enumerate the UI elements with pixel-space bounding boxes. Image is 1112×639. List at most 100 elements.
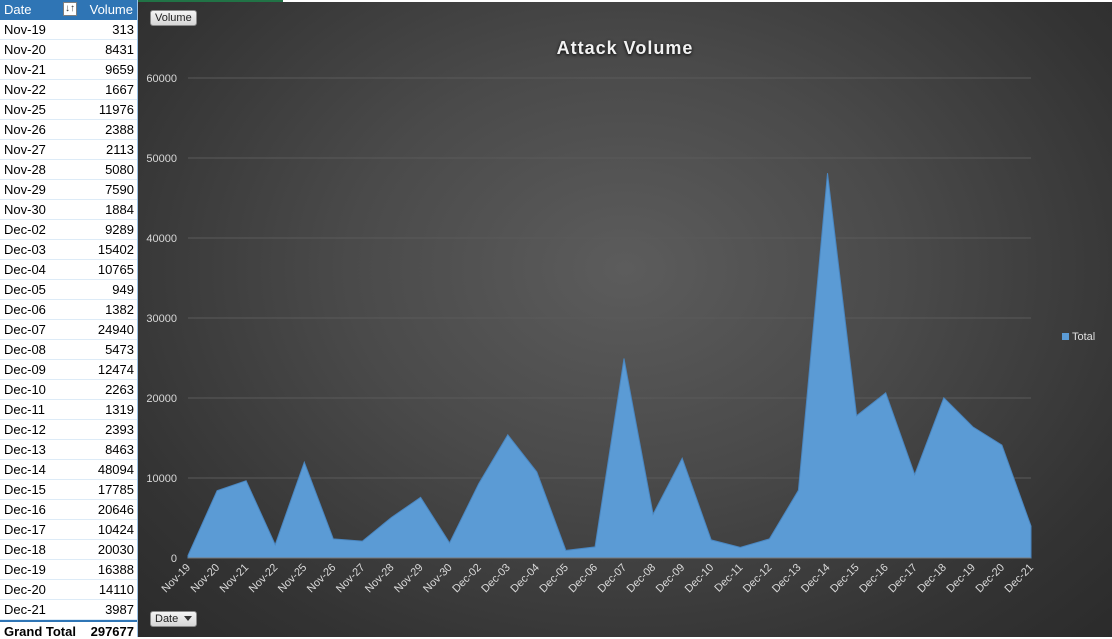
table-row[interactable]: Nov-25 11976 bbox=[0, 100, 137, 120]
row-volume: 14110 bbox=[98, 582, 134, 597]
table-row[interactable]: Dec-14 48094 bbox=[0, 460, 137, 480]
data-point[interactable] bbox=[680, 456, 684, 460]
table-row[interactable]: Dec-08 5473 bbox=[0, 340, 137, 360]
data-point[interactable] bbox=[419, 495, 423, 499]
date-field-button[interactable]: Date bbox=[150, 611, 198, 627]
table-row[interactable]: Dec-18 20030 bbox=[0, 540, 137, 560]
x-tick-label: Nov-28 bbox=[363, 562, 397, 596]
data-point[interactable] bbox=[273, 543, 277, 547]
data-point[interactable] bbox=[1029, 524, 1033, 528]
row-volume: 15402 bbox=[97, 242, 134, 257]
grand-total-label: Grand Total bbox=[4, 624, 76, 639]
data-point[interactable] bbox=[360, 539, 364, 543]
data-point[interactable] bbox=[244, 479, 248, 483]
table-row[interactable]: Nov-21 9659 bbox=[0, 60, 137, 80]
series-total-area[interactable] bbox=[187, 173, 1032, 559]
table-row[interactable]: Nov-19 313 bbox=[0, 20, 137, 40]
row-volume: 17785 bbox=[97, 482, 134, 497]
table-row[interactable]: Dec-04 10765 bbox=[0, 260, 137, 280]
row-volume: 2113 bbox=[106, 142, 134, 157]
x-tick-label: Dec-14 bbox=[799, 562, 833, 596]
volume-field-button[interactable]: Volume bbox=[150, 10, 197, 26]
data-point[interactable] bbox=[564, 548, 568, 552]
data-point[interactable] bbox=[796, 488, 800, 492]
row-volume: 12474 bbox=[97, 362, 134, 377]
table-row[interactable]: Nov-30 1884 bbox=[0, 200, 137, 220]
chart-title[interactable]: Attack Volume bbox=[556, 38, 694, 58]
table-row[interactable]: Dec-05 949 bbox=[0, 280, 137, 300]
pivot-header-date[interactable]: Date bbox=[4, 2, 32, 17]
data-point[interactable] bbox=[971, 425, 975, 429]
data-point[interactable] bbox=[767, 537, 771, 541]
row-volume: 2393 bbox=[105, 422, 134, 437]
data-point[interactable] bbox=[302, 460, 306, 464]
table-row[interactable]: Dec-03 15402 bbox=[0, 240, 137, 260]
data-point[interactable] bbox=[215, 489, 219, 493]
table-row[interactable]: Dec-02 9289 bbox=[0, 220, 137, 240]
data-point[interactable] bbox=[390, 515, 394, 519]
row-volume: 9289 bbox=[105, 222, 134, 237]
data-point[interactable] bbox=[942, 396, 946, 400]
pivot-header-volume[interactable]: Volume bbox=[89, 2, 133, 17]
table-row[interactable]: Dec-12 2393 bbox=[0, 420, 137, 440]
table-row[interactable]: Dec-11 1319 bbox=[0, 400, 137, 420]
row-volume: 16388 bbox=[97, 562, 134, 577]
data-point[interactable] bbox=[738, 545, 742, 549]
data-point[interactable] bbox=[506, 433, 510, 437]
data-point[interactable] bbox=[855, 414, 859, 418]
data-point[interactable] bbox=[913, 473, 917, 477]
data-point[interactable] bbox=[186, 554, 190, 558]
row-date: Dec-09 bbox=[4, 362, 46, 377]
pivot-chart[interactable]: 0 10000 20000 30000 40000 50000 60000 Nov-19 Nov… bbox=[138, 2, 1112, 637]
table-row[interactable]: Nov-20 8431 bbox=[0, 40, 137, 60]
table-row[interactable]: Dec-06 1382 bbox=[0, 300, 137, 320]
row-volume: 10424 bbox=[97, 522, 134, 537]
table-row[interactable]: Dec-16 20646 bbox=[0, 500, 137, 520]
data-point[interactable] bbox=[709, 538, 713, 542]
data-point[interactable] bbox=[535, 470, 539, 474]
data-point[interactable] bbox=[622, 357, 626, 361]
table-row[interactable]: Dec-19 16388 bbox=[0, 560, 137, 580]
x-tick-label: Dec-06 bbox=[567, 562, 601, 596]
data-point[interactable] bbox=[477, 482, 481, 486]
row-date: Dec-13 bbox=[4, 442, 46, 457]
data-point[interactable] bbox=[884, 391, 888, 395]
row-volume: 9659 bbox=[105, 62, 134, 77]
data-point[interactable] bbox=[448, 541, 452, 545]
row-date: Dec-14 bbox=[4, 462, 46, 477]
x-tick-label: Dec-07 bbox=[596, 562, 630, 596]
x-tick-label: Dec-09 bbox=[654, 562, 688, 596]
table-row[interactable]: Dec-09 12474 bbox=[0, 360, 137, 380]
sort-filter-icon[interactable]: ↓↑ bbox=[63, 2, 77, 16]
row-volume: 8463 bbox=[105, 442, 134, 457]
row-volume: 11976 bbox=[98, 102, 134, 117]
table-row[interactable]: Dec-17 10424 bbox=[0, 520, 137, 540]
row-date: Nov-26 bbox=[4, 122, 46, 137]
table-row[interactable]: Dec-13 8463 bbox=[0, 440, 137, 460]
grand-total-row: Grand Total 297677 bbox=[0, 620, 137, 639]
y-tick-label: 10000 bbox=[146, 473, 177, 485]
row-date: Nov-21 bbox=[4, 62, 46, 77]
data-point[interactable] bbox=[1000, 443, 1004, 447]
table-row[interactable]: Nov-29 7590 bbox=[0, 180, 137, 200]
data-point[interactable] bbox=[331, 537, 335, 541]
table-row[interactable]: Dec-07 24940 bbox=[0, 320, 137, 340]
pivot-header-row: Date ↓↑ Volume bbox=[0, 0, 137, 20]
data-point[interactable] bbox=[593, 545, 597, 549]
chart-legend[interactable]: Total bbox=[1062, 331, 1095, 343]
row-date: Nov-19 bbox=[4, 22, 46, 37]
table-row[interactable]: Dec-20 14110 bbox=[0, 580, 137, 600]
data-point[interactable] bbox=[826, 171, 830, 175]
x-tick-label: Dec-11 bbox=[712, 562, 745, 595]
table-row[interactable]: Nov-22 1667 bbox=[0, 80, 137, 100]
x-tick-label: Dec-02 bbox=[450, 562, 484, 596]
table-row[interactable]: Nov-28 5080 bbox=[0, 160, 137, 180]
table-row[interactable]: Dec-15 17785 bbox=[0, 480, 137, 500]
table-row[interactable]: Nov-26 2388 bbox=[0, 120, 137, 140]
table-row[interactable]: Dec-21 3987 bbox=[0, 600, 137, 620]
table-row[interactable]: Dec-10 2263 bbox=[0, 380, 137, 400]
table-row[interactable]: Nov-27 2113 bbox=[0, 140, 137, 160]
row-volume: 949 bbox=[112, 282, 134, 297]
data-point[interactable] bbox=[651, 512, 655, 516]
x-tick-label: Nov-19 bbox=[160, 562, 194, 596]
